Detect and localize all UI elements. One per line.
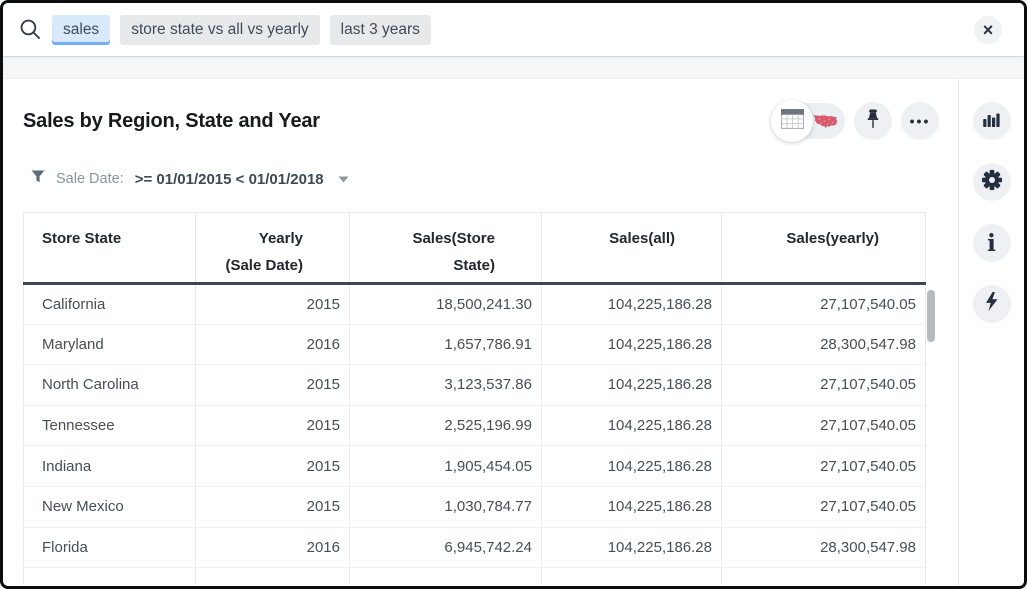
chevron-down-icon[interactable] — [338, 176, 349, 183]
table-cell — [195, 567, 350, 584]
filter-label: Sale Date: — [56, 171, 124, 187]
table-view-toggle-selected[interactable] — [771, 100, 813, 142]
table-scrollbar-thumb[interactable] — [927, 290, 935, 342]
table-cell[interactable]: 1,030,784.77 — [349, 486, 542, 528]
table-row[interactable]: Maryland 2016 1,657,786.91 104,225,186.28 28… — [23, 324, 926, 366]
answer-header: Sales by Region, State and Year — [23, 100, 939, 142]
view-toggle[interactable] — [771, 100, 845, 142]
filter-value[interactable]: >= 01/01/2015 < 01/01/2018 — [134, 170, 324, 188]
table-row[interactable]: New Mexico 2015 1,030,784.77 104,225,186.28… — [23, 486, 926, 528]
table-row[interactable]: Florida 2016 6,945,742.24 104,225,186.28 28,… — [23, 527, 926, 569]
table-cell[interactable]: 2015 — [195, 364, 350, 406]
search-token-date[interactable]: last 3 years — [329, 14, 431, 45]
table-cell[interactable]: California — [23, 283, 196, 325]
pin-icon — [865, 109, 881, 134]
table-cell[interactable]: 2015 — [195, 445, 350, 487]
table-cell[interactable]: 2015 — [195, 405, 350, 447]
table-cell — [349, 567, 542, 584]
table-cell[interactable]: 2,525,196.99 — [349, 405, 542, 447]
table-cell[interactable]: 27,107,540.05 — [721, 364, 926, 406]
table-row[interactable]: Indiana 2015 1,905,454.05 104,225,186.28 27,… — [23, 445, 926, 487]
map-view-icon[interactable] — [812, 113, 839, 130]
table-cell — [541, 567, 722, 584]
filter-icon — [31, 170, 45, 188]
table-cell[interactable]: Indiana — [23, 445, 196, 487]
table-cell[interactable]: 104,225,186.28 — [541, 283, 722, 325]
settings-button[interactable] — [972, 163, 1011, 201]
table-cell[interactable]: 28,300,547.98 — [721, 527, 926, 569]
insights-button[interactable] — [972, 285, 1011, 323]
table-cell[interactable]: 27,107,540.05 — [721, 445, 926, 487]
chart-type-button[interactable] — [972, 102, 1011, 140]
answer-actions: ••• — [771, 100, 939, 142]
table-cell[interactable]: 1,657,786.91 — [349, 324, 542, 366]
pin-button[interactable] — [854, 102, 892, 140]
search-token-sales[interactable]: sales — [52, 14, 111, 45]
table-cell[interactable]: 6,945,742.24 — [349, 527, 542, 569]
table-cell — [721, 567, 926, 584]
table-cell[interactable]: 104,225,186.28 — [541, 405, 722, 447]
table-row-partial — [23, 567, 926, 584]
info-icon: i — [987, 229, 996, 257]
table-cell[interactable]: 104,225,186.28 — [541, 364, 722, 406]
column-header-yearly-sale-date[interactable]: Yearly (Sale Date) — [195, 212, 350, 285]
more-options-button[interactable]: ••• — [901, 102, 939, 140]
table-cell[interactable]: 28,300,547.98 — [721, 324, 926, 366]
table-row[interactable]: North Carolina 2015 3,123,537.86 104,225,18… — [23, 364, 926, 406]
table-header-row: Store State Yearly (Sale Date) Sales(Store S… — [23, 212, 926, 285]
table-cell[interactable]: 104,225,186.28 — [541, 445, 722, 487]
table-cell[interactable]: 104,225,186.28 — [541, 324, 722, 366]
table-cell[interactable]: North Carolina — [23, 364, 196, 406]
table-view-icon — [780, 108, 804, 134]
table-cell — [23, 567, 196, 584]
clear-search-button[interactable]: × — [974, 16, 1002, 44]
column-header-sales-all[interactable]: Sales(all) — [541, 212, 722, 285]
table-cell[interactable]: 1,905,454.05 — [349, 445, 542, 487]
table-cell[interactable]: New Mexico — [23, 486, 196, 528]
lightning-icon — [983, 291, 1000, 317]
table-cell[interactable]: 27,107,540.05 — [721, 405, 926, 447]
table-row[interactable]: Tennessee 2015 2,525,196.99 104,225,186.28 2… — [23, 405, 926, 447]
table-cell[interactable]: 2015 — [195, 486, 350, 528]
search-icon — [18, 17, 43, 42]
table-cell[interactable]: Tennessee — [23, 405, 196, 447]
table-cell[interactable]: 27,107,540.05 — [721, 283, 926, 325]
info-button[interactable]: i — [972, 224, 1011, 262]
table-cell[interactable]: 18,500,241.30 — [349, 283, 542, 325]
table-cell[interactable]: 2016 — [195, 527, 350, 569]
filter-row[interactable]: Sale Date: >= 01/01/2015 < 01/01/2018 — [31, 170, 349, 188]
table-cell[interactable]: 2016 — [195, 324, 350, 366]
ellipsis-icon: ••• — [909, 113, 931, 129]
column-header-sales-store-state[interactable]: Sales(Store State) — [349, 212, 542, 285]
table-cell[interactable]: Maryland — [23, 324, 196, 366]
page-title: Sales by Region, State and Year — [23, 109, 320, 132]
table-row[interactable]: California 2015 18,500,241.30 104,225,186.2… — [23, 283, 926, 325]
bar-chart-icon — [982, 109, 1002, 134]
table-cell[interactable]: 27,107,540.05 — [721, 486, 926, 528]
search-bar[interactable]: sales store state vs all vs yearly last … — [3, 3, 1024, 56]
table-cell[interactable]: 3,123,537.86 — [349, 364, 542, 406]
right-rail: i — [958, 79, 1024, 586]
gear-icon — [981, 169, 1003, 196]
search-token-phrase[interactable]: store state vs all vs yearly — [120, 14, 320, 45]
table-cell[interactable]: 104,225,186.28 — [541, 527, 722, 569]
results-table-container: Store State Yearly (Sale Date) Sales(Store S… — [23, 212, 939, 584]
results-table: Store State Yearly (Sale Date) Sales(Store S… — [23, 212, 926, 584]
subheader-strip — [3, 56, 1024, 79]
column-header-store-state[interactable]: Store State — [23, 212, 196, 285]
table-cell[interactable]: Florida — [23, 527, 196, 569]
table-cell[interactable]: 104,225,186.28 — [541, 486, 722, 528]
column-header-sales-yearly[interactable]: Sales(yearly) — [721, 212, 926, 285]
table-cell[interactable]: 2015 — [195, 283, 350, 325]
